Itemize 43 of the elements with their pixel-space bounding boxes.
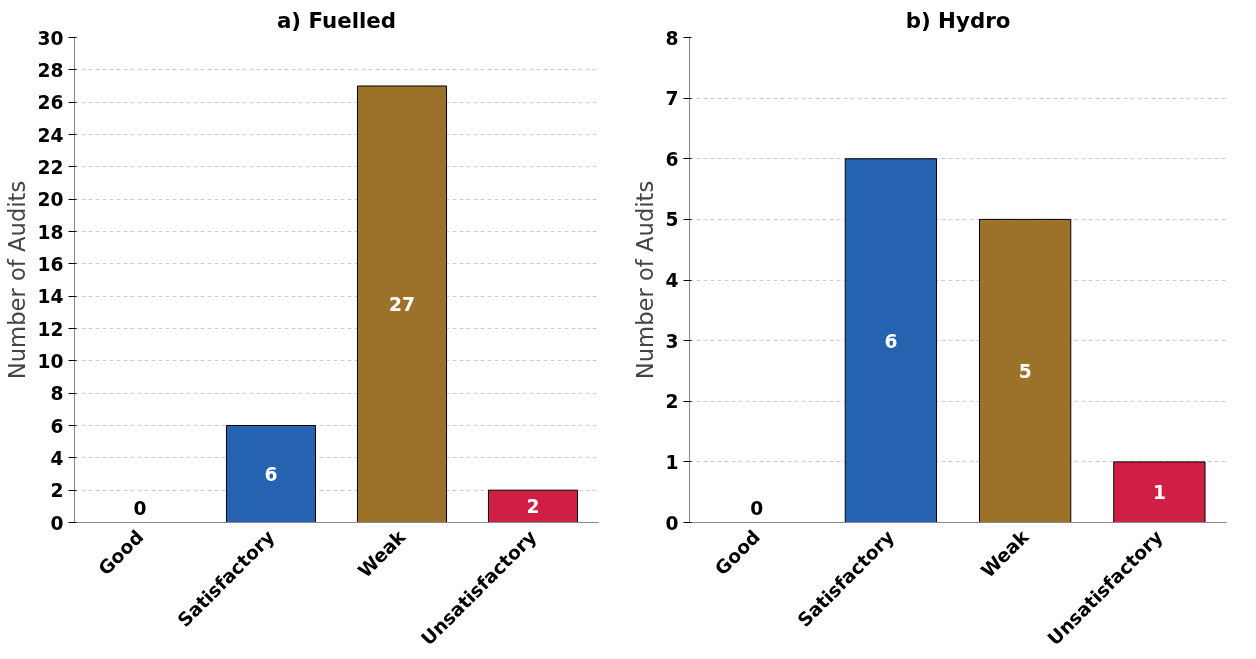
y-tick-label: 26: [37, 92, 64, 114]
y-tick-label: 0: [50, 512, 64, 534]
y-tick-label: 12: [37, 318, 64, 340]
data-label: 27: [389, 294, 415, 316]
y-tick-label: 8: [50, 383, 64, 405]
bar: [487, 489, 579, 523]
y-tick-label: 20: [37, 189, 64, 211]
y-axis-title: Number of Audits: [631, 180, 658, 380]
y-tick-label: 8: [665, 27, 679, 49]
chart-title: a) Fuelled: [276, 7, 397, 33]
y-tick-label: 18: [37, 221, 64, 243]
y-tick-label: 7: [665, 88, 679, 110]
y-tick-label: 6: [665, 148, 679, 170]
y-tick-label: 22: [37, 156, 64, 178]
bar: [1113, 461, 1206, 523]
y-tick-label: 6: [50, 415, 64, 437]
data-label: 6: [884, 330, 898, 352]
y-tick-label: 4: [665, 270, 679, 291]
bar: [356, 85, 448, 523]
y-tick-label: 0: [665, 512, 679, 534]
y-tick-label: 14: [37, 286, 64, 308]
y-tick-label: 3: [665, 330, 679, 352]
y-tick-label: 4: [50, 447, 64, 469]
bar: [225, 425, 317, 523]
y-tick-label: 28: [37, 59, 64, 81]
data-label: 5: [1018, 360, 1032, 382]
data-label: 0: [750, 497, 764, 519]
y-tick-label: 10: [37, 350, 64, 372]
y-tick-label: 1: [665, 451, 679, 473]
y-tick-label: 5: [665, 209, 679, 231]
y-tick-label: 24: [37, 124, 64, 146]
y-tick-label: 30: [37, 27, 64, 49]
y-tick-label: 16: [37, 253, 64, 275]
bar: [844, 158, 938, 523]
y-axis-title: Number of Audits: [3, 180, 30, 380]
chart-title: b) Hydro: [905, 7, 1011, 33]
data-label: 0: [133, 497, 147, 519]
bar: [978, 218, 1072, 523]
y-tick-label: 2: [665, 391, 679, 413]
data-label: 1: [1152, 482, 1166, 504]
data-label: 2: [526, 496, 540, 518]
y-tick-label: 2: [50, 480, 64, 502]
data-label: 6: [264, 464, 278, 485]
